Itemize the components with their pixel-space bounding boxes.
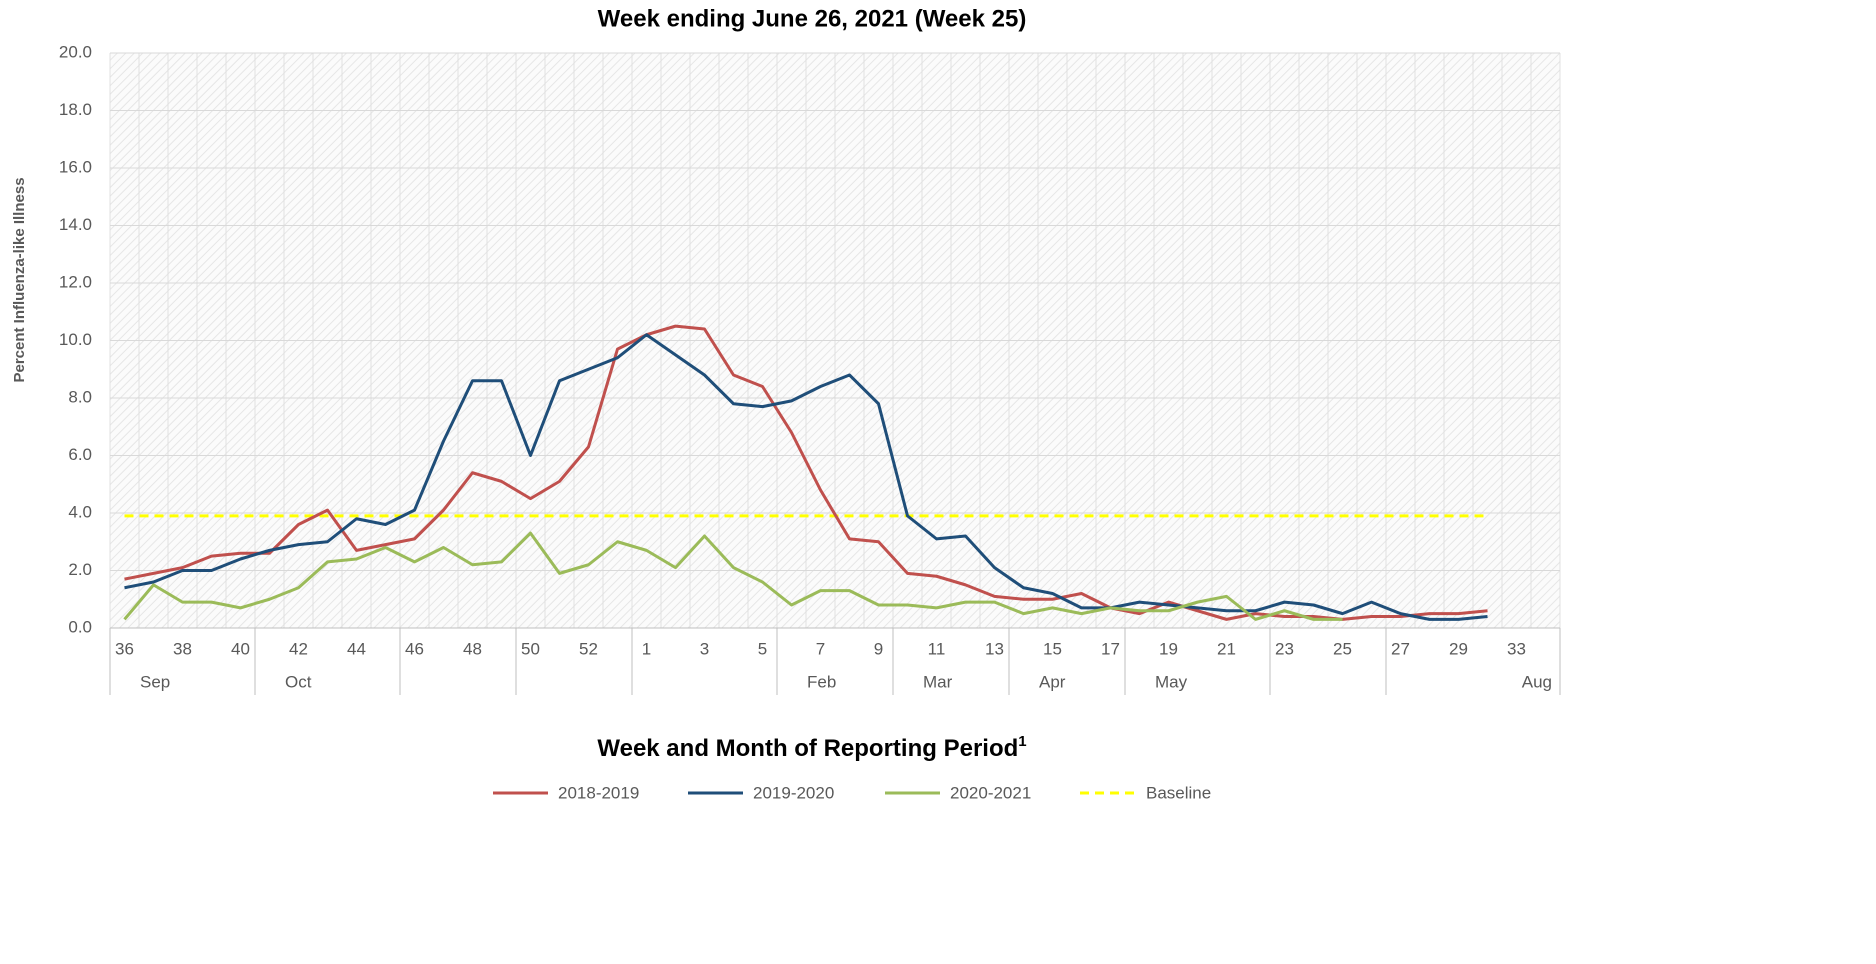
x-tick-label: 13 bbox=[985, 639, 1004, 658]
month-label: May bbox=[1155, 672, 1188, 691]
x-tick-label: 11 bbox=[928, 639, 946, 658]
x-tick-label: 46 bbox=[405, 639, 424, 658]
month-label: Sep bbox=[140, 672, 170, 691]
y-tick-label: 16.0 bbox=[59, 157, 92, 176]
x-tick-label: 36 bbox=[115, 639, 134, 658]
x-axis-label: Week and Month of Reporting Period1 bbox=[597, 733, 1026, 762]
chart-title: Week ending June 26, 2021 (Week 25) bbox=[598, 5, 1027, 32]
series-line bbox=[124, 333, 1488, 621]
month-label: Aug bbox=[1522, 672, 1552, 691]
month-label: Oct bbox=[285, 672, 312, 691]
month-label: Mar bbox=[923, 672, 953, 691]
x-tick-label: 23 bbox=[1275, 639, 1294, 658]
x-tick-label: 33 bbox=[1507, 639, 1526, 658]
x-axis-label-text: Week and Month of Reporting Period bbox=[597, 735, 1018, 762]
x-tick-label: 38 bbox=[173, 639, 192, 658]
x-axis-label-note: 1 bbox=[1018, 733, 1026, 750]
x-tick-label: 48 bbox=[463, 639, 482, 658]
y-tick-label: 12.0 bbox=[59, 272, 92, 291]
y-tick-label: 10.0 bbox=[59, 330, 92, 349]
x-tick-label: 21 bbox=[1217, 639, 1236, 658]
x-tick-label: 40 bbox=[231, 639, 250, 658]
y-tick-label: 20.0 bbox=[59, 42, 92, 61]
y-axis-label: Percent Influenza-like Illness bbox=[11, 177, 28, 382]
y-tick-label: 2.0 bbox=[68, 560, 92, 579]
x-tick-label: 15 bbox=[1043, 639, 1062, 658]
series-line bbox=[124, 324, 1488, 621]
legend-label: 2019-2020 bbox=[753, 783, 834, 802]
x-tick-label: 27 bbox=[1391, 639, 1410, 658]
x-tick-label: 44 bbox=[347, 639, 366, 658]
x-tick-label: 7 bbox=[816, 639, 825, 658]
x-tick-label: 9 bbox=[874, 639, 883, 658]
x-tick-label: 42 bbox=[289, 639, 308, 658]
y-tick-label: 0.0 bbox=[68, 617, 92, 636]
y-tick-label: 18.0 bbox=[59, 100, 92, 119]
x-tick-label: 29 bbox=[1449, 639, 1468, 658]
x-tick-label: 1 bbox=[642, 639, 651, 658]
y-tick-label: 14.0 bbox=[59, 215, 92, 234]
month-label: Apr bbox=[1039, 672, 1066, 691]
x-tick-label: 17 bbox=[1101, 639, 1120, 658]
x-tick-label: 5 bbox=[758, 639, 767, 658]
month-label: Feb bbox=[807, 672, 836, 691]
series-line bbox=[123, 531, 1343, 621]
y-tick-label: 6.0 bbox=[68, 445, 92, 464]
x-tick-label: 3 bbox=[700, 639, 709, 658]
x-tick-label: 19 bbox=[1159, 639, 1178, 658]
legend-label: 2018-2019 bbox=[558, 783, 639, 802]
x-tick-label: 50 bbox=[521, 639, 540, 658]
x-tick-label: 52 bbox=[579, 639, 598, 658]
legend-label: Baseline bbox=[1146, 783, 1211, 802]
y-tick-label: 4.0 bbox=[68, 502, 92, 521]
legend-label: 2020-2021 bbox=[950, 783, 1031, 802]
x-tick-label: 25 bbox=[1333, 639, 1352, 658]
y-tick-label: 8.0 bbox=[68, 387, 92, 406]
